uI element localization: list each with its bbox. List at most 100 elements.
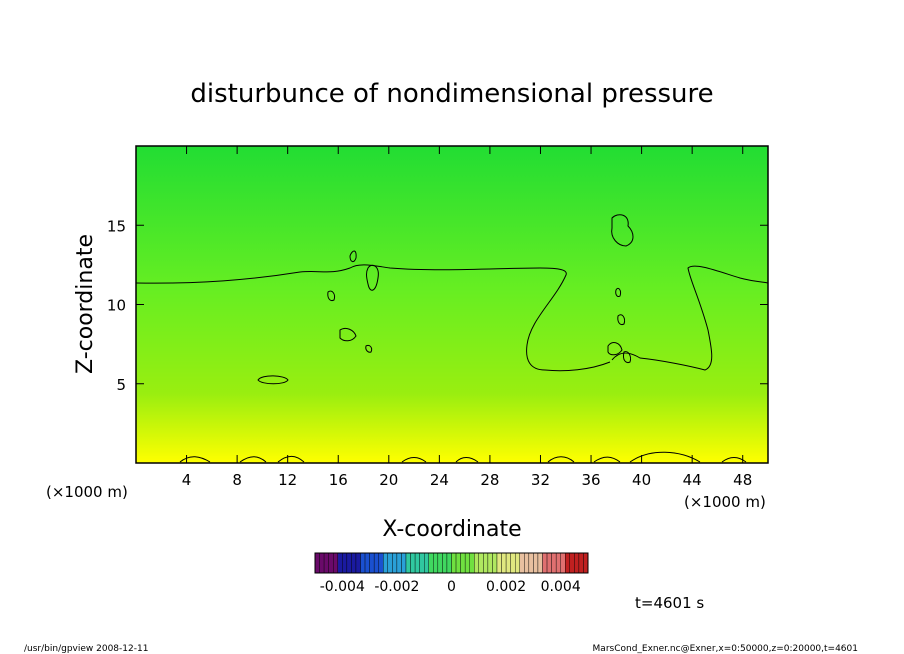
x-tick-label: 28: [480, 471, 499, 489]
contour-island-3: [339, 327, 357, 342]
colorbar-swatch: [551, 552, 557, 574]
colorbar-swatch: [505, 552, 511, 574]
x-axis-label: X-coordinate: [382, 517, 521, 542]
x-axis-unit-left: (×1000 m): [46, 483, 128, 501]
colorbar-swatch: [460, 552, 466, 574]
x-tick-label: 36: [581, 471, 600, 489]
colorbar-swatch: [455, 552, 461, 574]
colorbar-swatch: [515, 552, 520, 574]
colorbar: -0.004 -0.002 0 0.002 0.004: [314, 552, 589, 595]
x-axis-unit-right: (×1000 m): [684, 493, 766, 511]
colorbar-swatch: [451, 552, 457, 574]
colorbar-swatch: [323, 552, 329, 574]
footer-right: MarsCond_Exner.nc@Exner,x=0:50000,z=0:20…: [593, 644, 858, 654]
contour-island-2: [366, 264, 379, 291]
colorbar-swatch: [378, 552, 384, 574]
y-axis-label: Z-coordinate: [73, 234, 98, 374]
colorbar-tick-label: -0.004: [320, 579, 365, 595]
x-tick-label: 48: [733, 471, 752, 489]
colorbar-swatch: [555, 552, 561, 574]
colorbar-swatch: [474, 552, 480, 574]
contour-island-8: [607, 342, 623, 356]
x-tick-label: 40: [632, 471, 651, 489]
y-axis-ticks: 5 10 15: [107, 217, 768, 394]
x-tick-label: 44: [683, 471, 702, 489]
contour-island-11: [615, 287, 621, 297]
colorbar-swatch: [346, 552, 352, 574]
colorbar-swatch: [314, 552, 320, 574]
colorbar-swatch: [583, 552, 589, 574]
colorbar-swatch: [360, 552, 366, 574]
colorbar-swatch: [433, 552, 439, 574]
contour-island-9: [617, 314, 625, 325]
x-tick-label: 16: [329, 471, 348, 489]
colorbar-swatch: [410, 552, 416, 574]
contour-lines: [135, 214, 769, 463]
colorbar-swatch: [419, 552, 425, 574]
colorbar-swatch: [328, 552, 334, 574]
colorbar-swatch: [519, 552, 525, 574]
x-axis-ticks: 4 8 12 16 20 24 28 32 36 40 44 48: [182, 146, 752, 489]
colorbar-swatch: [373, 552, 379, 574]
colorbar-swatch: [528, 552, 534, 574]
colorbar-swatch: [524, 552, 530, 574]
colorbar-swatch: [496, 552, 502, 574]
x-tick-label: 8: [232, 471, 242, 489]
colorbar-swatch: [364, 552, 370, 574]
colorbar-swatch: [442, 552, 448, 574]
contour-island-10: [623, 351, 631, 363]
colorbar-swatch: [478, 552, 484, 574]
colorbar-swatch: [569, 552, 575, 574]
colorbar-frame: [314, 552, 589, 574]
colorbar-swatch: [446, 552, 452, 574]
colorbar-swatch: [383, 552, 389, 574]
contour-island-5: [365, 345, 373, 353]
colorbar-swatch: [319, 552, 325, 574]
colorbar-swatch: [428, 552, 434, 574]
colorbar-swatch: [387, 552, 393, 574]
colorbar-tick-label: 0.002: [486, 579, 526, 595]
x-tick-label: 24: [430, 471, 449, 489]
colorbar-swatch: [392, 552, 398, 574]
contour-island-6: [349, 250, 357, 263]
colorbar-swatch: [574, 552, 580, 574]
y-tick-label: 10: [107, 297, 126, 315]
colorbar-swatch: [333, 552, 338, 574]
colorbar-swatch: [483, 552, 489, 574]
colorbar-tick-label: 0.004: [541, 579, 581, 595]
colorbar-swatch: [469, 552, 475, 574]
y-tick-label: 15: [107, 217, 126, 235]
colorbar-swatch: [492, 552, 498, 574]
y-tick-label: 5: [116, 376, 126, 394]
contour-island-1: [257, 375, 289, 385]
colorbar-swatch: [396, 552, 402, 574]
colorbar-swatch: [537, 552, 543, 574]
colorbar-swatch: [369, 552, 375, 574]
colorbar-swatch: [355, 552, 361, 574]
contour-island-7: [611, 214, 634, 247]
colorbar-swatch: [542, 552, 548, 574]
colorbar-swatch: [437, 552, 443, 574]
colorbar-swatch: [560, 552, 566, 574]
heatmap-field: [136, 146, 768, 463]
colorbar-swatch: [501, 552, 507, 574]
time-label: t=4601 s: [635, 594, 704, 612]
x-tick-label: 20: [379, 471, 398, 489]
colorbar-swatch: [510, 552, 516, 574]
colorbar-swatch: [424, 552, 429, 574]
colorbar-swatch: [464, 552, 470, 574]
colorbar-swatch: [337, 552, 343, 574]
colorbar-swatch: [414, 552, 420, 574]
chart-title: disturbunce of nondimensional pressure: [190, 79, 713, 109]
x-tick-label: 32: [531, 471, 550, 489]
colorbar-swatch: [565, 552, 571, 574]
colorbar-swatch: [342, 552, 348, 574]
footer-left: /usr/bin/gpview 2008-12-11: [24, 644, 148, 654]
colorbar-tick-label: 0: [447, 579, 456, 595]
colorbar-swatch: [578, 552, 584, 574]
colorbar-swatch: [401, 552, 407, 574]
contour-island-4: [327, 290, 335, 301]
colorbar-tick-label: -0.002: [374, 579, 419, 595]
colorbar-swatch: [351, 552, 357, 574]
colorbar-swatch: [405, 552, 411, 574]
